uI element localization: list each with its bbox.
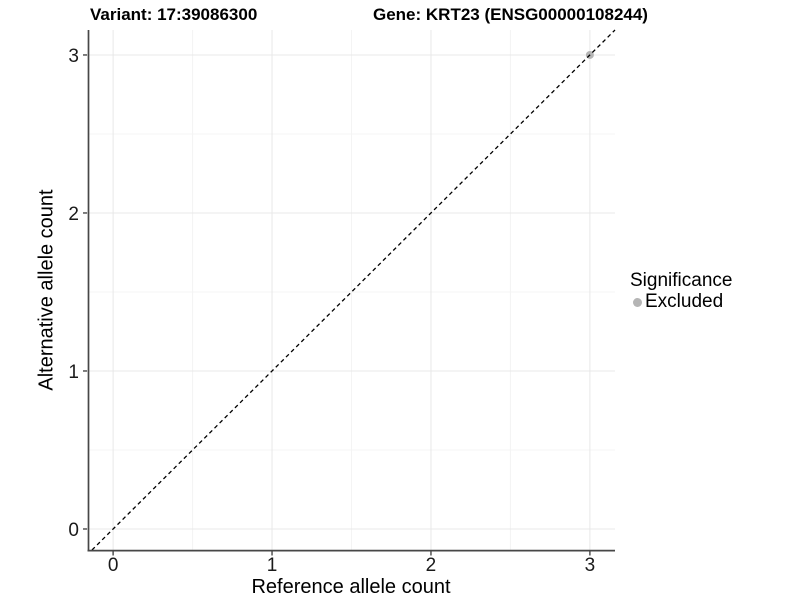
legend-title: Significance	[630, 270, 733, 291]
x-tick-label: 0	[108, 555, 119, 576]
x-tick-label: 1	[267, 555, 278, 576]
legend: Significance Excluded	[630, 270, 732, 312]
x-tick-label: 3	[585, 555, 596, 576]
y-tick-label: 0	[68, 520, 79, 541]
identity-reference-line	[91, 29, 616, 551]
gene-title: Gene: KRT23 (ENSG00000108244)	[373, 5, 648, 24]
y-tick-label: 1	[68, 362, 79, 383]
y-tick-label: 2	[68, 204, 79, 225]
y-axis-title: Alternative allele count	[35, 189, 58, 391]
variant-title: Variant: 17:39086300	[90, 5, 258, 24]
legend-item-excluded: Excluded	[630, 292, 732, 312]
x-tick-label: 2	[426, 555, 437, 576]
y-tick-label: 3	[68, 46, 79, 67]
legend-item-label: Excluded	[645, 291, 724, 312]
x-axis-title: Reference allele count	[251, 576, 451, 598]
legend-point-icon	[633, 297, 642, 307]
